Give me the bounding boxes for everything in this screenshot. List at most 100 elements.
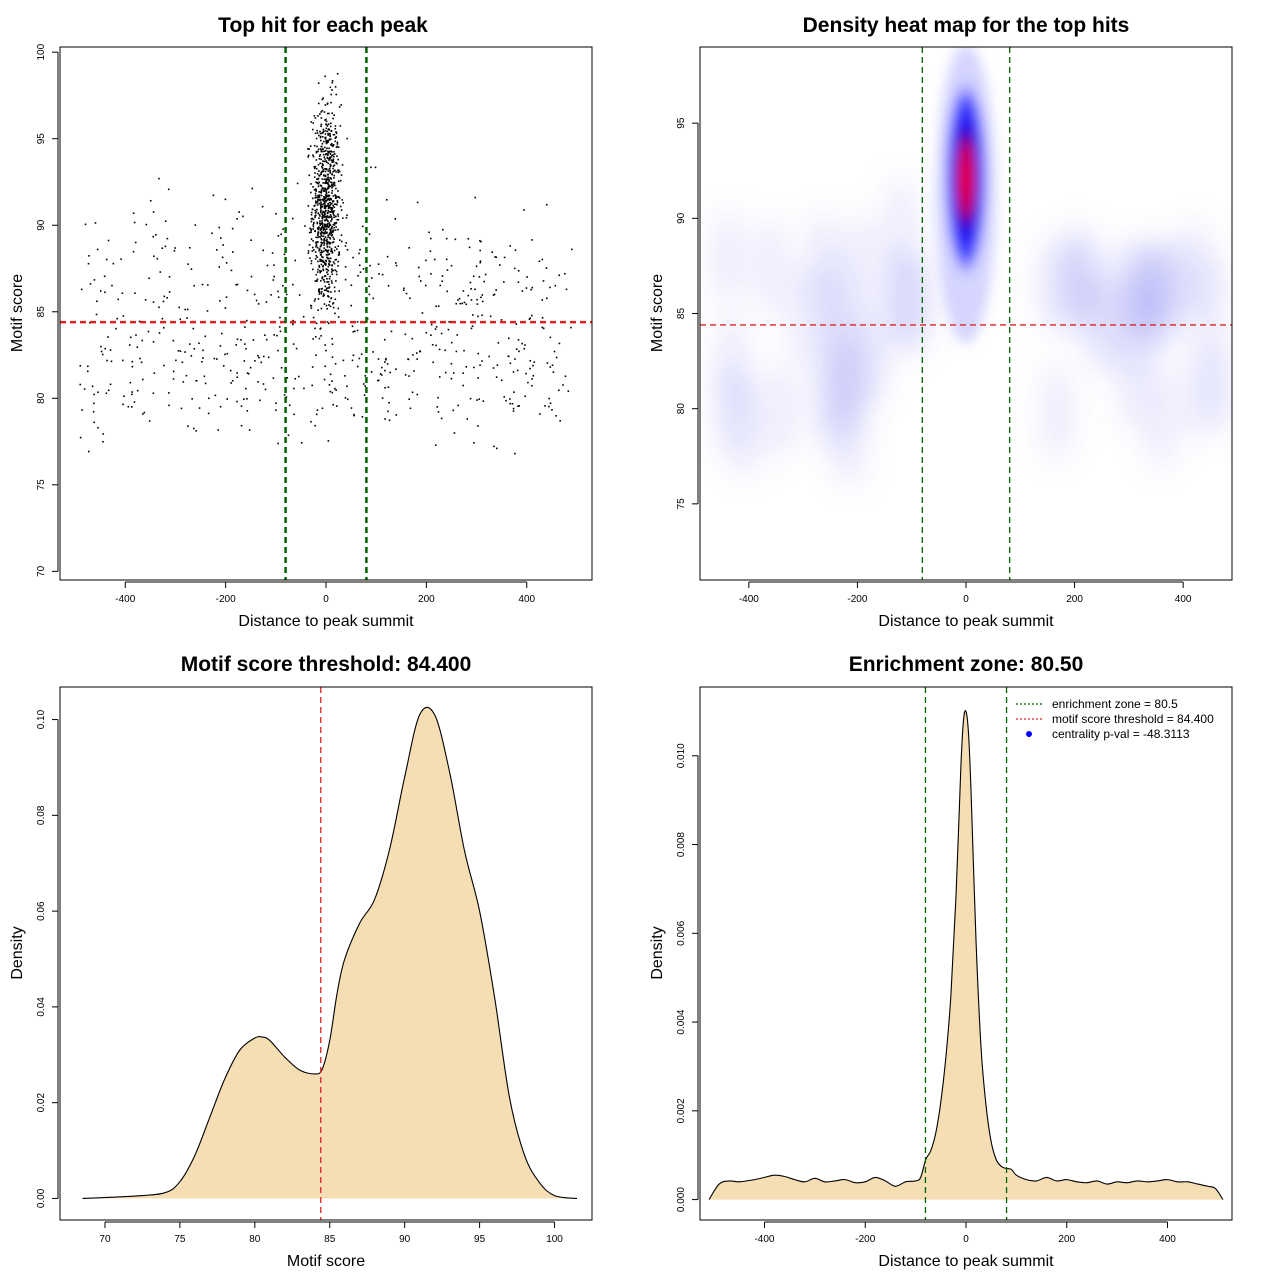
scatter-point (524, 395, 526, 398)
scatter-point (187, 425, 189, 427)
scatter-point (318, 264, 320, 267)
scatter-point (276, 334, 278, 337)
scatter-point (314, 204, 316, 207)
scatter-point (339, 125, 342, 127)
scatter-point (329, 241, 331, 244)
legend-pval-label: centrality p-val = -48.3113 (1052, 727, 1190, 741)
scatter-point (307, 154, 310, 157)
scatter-point (319, 220, 321, 222)
scatter-point (323, 303, 326, 305)
scatter-point (203, 375, 206, 378)
scatter-point (332, 302, 335, 304)
scatter-point (315, 189, 317, 191)
scatter-point (325, 180, 327, 183)
scatter-point (481, 300, 484, 303)
scatter-point (327, 153, 329, 156)
scatter-point (514, 249, 517, 252)
scatter-point (507, 355, 510, 358)
scatter-point (95, 313, 98, 316)
scatter-point (101, 353, 104, 356)
scatter-point (314, 298, 317, 300)
scatter-point (432, 361, 434, 364)
heatmap-blob (753, 216, 790, 317)
scatter-point (318, 174, 321, 177)
scatter-point (328, 277, 331, 280)
scatter-point (152, 211, 155, 213)
scatter-point (315, 196, 318, 199)
heatmap-blob (1177, 219, 1214, 320)
scatter-point (329, 305, 332, 308)
scatter-point (447, 328, 450, 331)
scatter-point (403, 287, 405, 290)
scatter-point (280, 367, 283, 369)
scatter-point (337, 215, 340, 217)
scatter-xlabel: Distance to peak summit (238, 613, 414, 630)
scatter-point (477, 377, 479, 379)
scatter-point (327, 265, 330, 268)
scatter-point (548, 405, 550, 408)
scatter-point (564, 272, 566, 275)
scatter-point (219, 405, 222, 408)
scatter-point (316, 279, 318, 282)
scatter-point (333, 226, 335, 229)
scatter-point (319, 154, 322, 156)
scatter-point (97, 391, 99, 394)
scatter-point (453, 432, 456, 434)
scatter-point (254, 360, 256, 362)
scatter-point (79, 436, 82, 439)
scatter-point (387, 386, 390, 389)
scatter-point (333, 206, 336, 208)
scatter-point (462, 384, 464, 387)
scatter-point (318, 181, 321, 184)
scatter-point (333, 224, 336, 226)
scatter-point (326, 157, 329, 160)
scatter-point (327, 176, 329, 179)
scatter-point (469, 281, 472, 284)
scatter-point (323, 214, 325, 216)
scatter-point (337, 169, 340, 171)
scatter-point (321, 215, 324, 218)
scatter-point (332, 261, 335, 263)
scatter-point (236, 338, 239, 341)
scatter-point (333, 177, 335, 179)
scatter-point (158, 177, 160, 180)
scatter-point (321, 205, 324, 208)
scatter-point (356, 329, 359, 332)
scatter-point (324, 205, 327, 208)
scatter-point (315, 236, 318, 239)
scatter-point (325, 259, 327, 262)
scatter-point (356, 365, 359, 368)
scatter-point (450, 341, 453, 344)
scatter-point (495, 289, 497, 291)
scatter-point (204, 382, 207, 385)
scatter-point (526, 276, 528, 278)
scatter-point (332, 133, 335, 136)
scatter-point (479, 239, 481, 242)
scatter-point (329, 275, 331, 278)
scatter-point (338, 170, 341, 173)
scatter-point (224, 353, 226, 356)
scatter-point (323, 111, 326, 113)
scatter-point (94, 222, 97, 224)
scatter-point (324, 230, 327, 233)
scatter-point (327, 222, 329, 225)
scatter-point (515, 323, 518, 325)
scatter-point (315, 245, 317, 248)
scatter-point (314, 192, 317, 195)
scatter-point (312, 218, 315, 221)
scatter-point (319, 227, 321, 230)
scatter-point (112, 262, 115, 265)
scatter-point (127, 405, 130, 408)
scatter-point (335, 221, 338, 224)
x-tick-label: 400 (1159, 1234, 1176, 1245)
scatter-point (372, 351, 374, 353)
y-tick-label: 75 (676, 498, 687, 510)
x-tick-label: 0 (323, 594, 329, 605)
scatter-point (322, 269, 325, 272)
scatter-point (103, 275, 106, 278)
scatter-point (330, 291, 332, 293)
scatter-point (296, 182, 299, 185)
scatter-point (474, 196, 476, 199)
scatter-point (331, 208, 333, 210)
scatter-point (549, 286, 551, 289)
